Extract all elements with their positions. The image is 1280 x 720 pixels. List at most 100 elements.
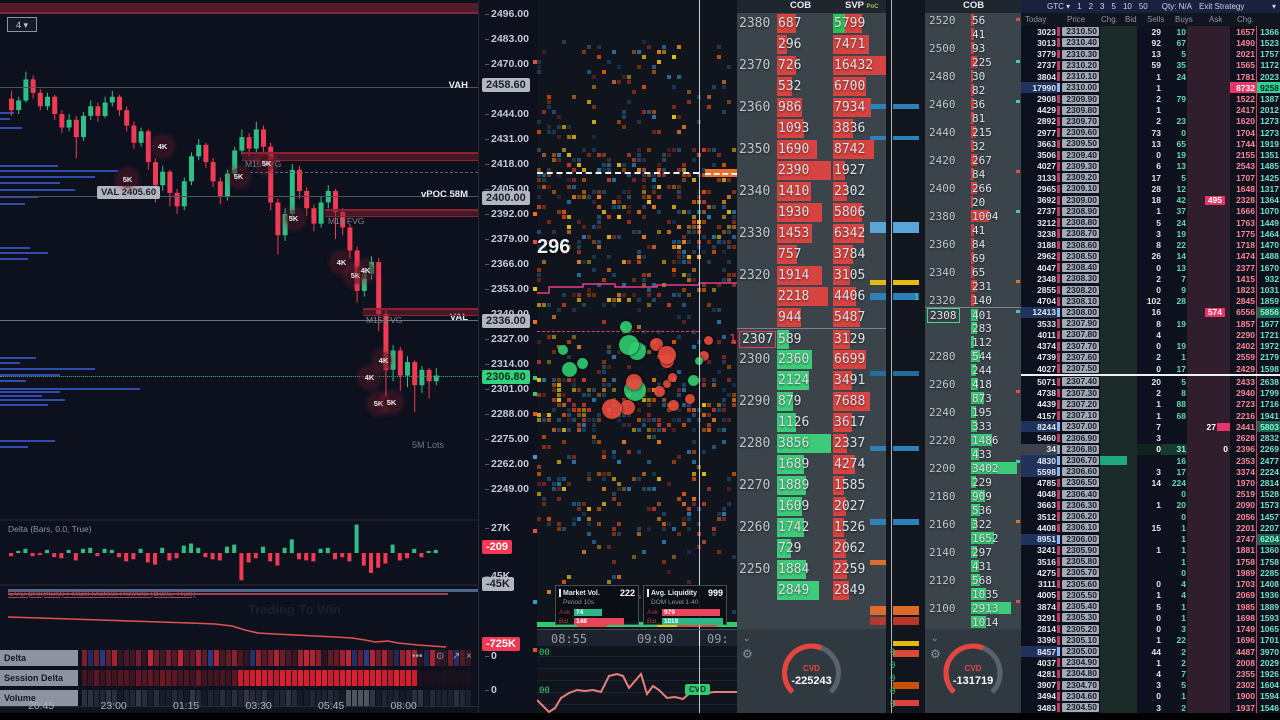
dom-row[interactable]: 4037 2304.90 1 2 2008 2029 bbox=[1021, 657, 1280, 669]
ask-zone[interactable] bbox=[1187, 138, 1230, 150]
bid-zone[interactable] bbox=[1100, 318, 1137, 330]
ask-zone[interactable] bbox=[1187, 104, 1230, 116]
dom-row[interactable]: 4739 2307.60 2 1 2559 2179 bbox=[1021, 351, 1280, 364]
ask-zone[interactable] bbox=[1187, 149, 1230, 161]
ask-zone[interactable] bbox=[1187, 70, 1230, 83]
dom-row[interactable]: 3111 2305.60 0 4 1703 1408 bbox=[1021, 578, 1280, 590]
dom-row[interactable]: 3506 2309.40 0 19 2155 1351 bbox=[1021, 149, 1280, 161]
ask-zone[interactable] bbox=[1187, 216, 1230, 229]
bid-zone[interactable] bbox=[1100, 59, 1137, 71]
dom-row[interactable]: 17990 2310.00 1 8732 9258 bbox=[1021, 82, 1280, 94]
dom-row[interactable]: 3212 2308.80 5 24 1763 1449 bbox=[1021, 216, 1280, 229]
bid-zone[interactable] bbox=[1100, 522, 1137, 534]
qty-preset-button[interactable]: 5 bbox=[1111, 2, 1116, 11]
ask-zone[interactable] bbox=[1187, 363, 1230, 375]
bid-zone[interactable] bbox=[1100, 160, 1137, 173]
ask-zone[interactable] bbox=[1187, 454, 1230, 467]
bid-zone[interactable] bbox=[1100, 533, 1137, 545]
dom-row[interactable]: 3023 2310.50 29 10 1657 1366 bbox=[1021, 26, 1280, 38]
dom-row[interactable]: 3396 2305.10 1 22 1696 1701 bbox=[1021, 634, 1280, 646]
ask-zone[interactable]: 495 bbox=[1187, 194, 1230, 206]
gauge-settings-icon[interactable]: ⚙ bbox=[930, 647, 941, 661]
ask-zone[interactable] bbox=[1187, 556, 1230, 568]
bid-zone[interactable] bbox=[1100, 376, 1137, 388]
ask-zone[interactable] bbox=[1187, 623, 1230, 635]
bid-zone[interactable] bbox=[1100, 421, 1137, 433]
ask-zone[interactable] bbox=[1187, 172, 1230, 184]
dom-row[interactable]: 4027 2307.50 0 17 2429 1598 bbox=[1021, 363, 1280, 377]
ask-zone[interactable] bbox=[1187, 544, 1230, 557]
ask-zone[interactable] bbox=[1187, 432, 1230, 444]
bid-zone[interactable] bbox=[1100, 398, 1137, 410]
price-axis[interactable]: 2496.00 2483.00 2470.00 2444.00 2431.00 2418.… bbox=[478, 0, 537, 713]
ask-zone[interactable] bbox=[1187, 612, 1230, 624]
bid-zone[interactable] bbox=[1100, 93, 1137, 105]
dom-row[interactable]: 4005 2305.50 1 4 2069 1936 bbox=[1021, 589, 1280, 601]
ask-zone[interactable] bbox=[1187, 522, 1230, 534]
bid-zone[interactable] bbox=[1100, 228, 1137, 240]
bid-zone[interactable] bbox=[1100, 623, 1137, 635]
liquidity-heatmap[interactable]: 296 bbox=[537, 0, 737, 646]
dom-row[interactable]: 3663 2306.30 1 20 2090 1573 bbox=[1021, 499, 1280, 512]
dom-row[interactable]: 2892 2309.70 2 23 1620 1273 bbox=[1021, 115, 1280, 128]
bid-zone[interactable] bbox=[1100, 183, 1137, 195]
bid-zone[interactable] bbox=[1100, 205, 1137, 217]
bid-zone[interactable] bbox=[1100, 657, 1137, 669]
bid-zone[interactable] bbox=[1100, 363, 1137, 375]
ask-zone[interactable] bbox=[1187, 477, 1230, 489]
dom-row[interactable]: 3188 2308.60 8 22 1718 1470 bbox=[1021, 239, 1280, 251]
dom-row[interactable]: 4704 2308.10 102 28 2845 1859 bbox=[1021, 295, 1280, 307]
dom-row[interactable]: 4048 2306.40 0 2519 1528 bbox=[1021, 488, 1280, 500]
ask-zone[interactable] bbox=[1187, 499, 1230, 512]
ask-zone[interactable] bbox=[1187, 93, 1230, 105]
heat-panel-icon[interactable]: × bbox=[466, 651, 472, 662]
ask-zone[interactable]: 574 bbox=[1187, 306, 1230, 319]
dom-row[interactable]: 3241 2305.90 1 1 1881 1360 bbox=[1021, 544, 1280, 557]
bid-zone[interactable] bbox=[1100, 387, 1137, 399]
ask-zone[interactable] bbox=[1187, 466, 1230, 478]
dom-row[interactable]: 4439 2307.20 1 88 2723 1716 bbox=[1021, 398, 1280, 410]
ask-zone[interactable] bbox=[1187, 250, 1230, 262]
bid-zone[interactable] bbox=[1100, 172, 1137, 184]
bid-zone[interactable] bbox=[1100, 499, 1137, 512]
tif-dropdown[interactable]: GTC ▾ bbox=[1047, 2, 1071, 11]
bid-zone[interactable] bbox=[1100, 239, 1137, 251]
dom-row[interactable]: 2855 2308.20 0 9 1823 1031 bbox=[1021, 284, 1280, 296]
ask-zone[interactable] bbox=[1187, 261, 1230, 274]
ask-zone[interactable] bbox=[1187, 26, 1230, 38]
dom-row[interactable]: 3516 2305.80 1 1758 1758 bbox=[1021, 556, 1280, 568]
dom-row[interactable]: 3291 2305.30 0 1 1698 1593 bbox=[1021, 612, 1280, 624]
bid-zone[interactable] bbox=[1100, 194, 1137, 206]
timeframe-button[interactable]: 4 ▾ bbox=[7, 17, 37, 32]
ask-zone[interactable] bbox=[1187, 589, 1230, 601]
bid-zone[interactable] bbox=[1100, 477, 1137, 489]
ask-zone[interactable] bbox=[1187, 668, 1230, 680]
qty-preset-button[interactable]: 3 bbox=[1100, 2, 1105, 11]
ask-zone[interactable] bbox=[1187, 600, 1230, 613]
dom-row[interactable]: 3663 2309.50 13 65 1744 1919 bbox=[1021, 138, 1280, 150]
dom-row[interactable]: 8244 2307.00 7 27 2441 5803 bbox=[1021, 421, 1280, 433]
dom-row[interactable]: 4027 2309.30 6 13 2543 1485 bbox=[1021, 160, 1280, 173]
ask-zone[interactable] bbox=[1187, 387, 1230, 399]
ask-zone[interactable] bbox=[1187, 48, 1230, 60]
dom-row[interactable]: 4738 2307.30 2 8 2940 1799 bbox=[1021, 387, 1280, 399]
qty-preset-button[interactable]: 1 bbox=[1077, 2, 1082, 11]
bid-zone[interactable] bbox=[1100, 104, 1137, 116]
bid-zone[interactable] bbox=[1100, 511, 1137, 523]
dom-row[interactable]: 5071 2307.40 20 5 2433 2638 bbox=[1021, 376, 1280, 388]
time-axis[interactable]: 08:55 09:00 09: bbox=[537, 629, 737, 647]
dom-row[interactable]: 2962 2308.50 26 14 1474 1488 bbox=[1021, 250, 1280, 262]
bid-zone[interactable] bbox=[1100, 284, 1137, 296]
bid-zone[interactable] bbox=[1100, 37, 1137, 49]
ask-zone[interactable] bbox=[1187, 702, 1230, 714]
ask-zone[interactable] bbox=[1187, 329, 1230, 341]
bid-zone[interactable] bbox=[1100, 556, 1137, 568]
ask-zone[interactable] bbox=[1187, 634, 1230, 646]
ask-zone[interactable] bbox=[1187, 295, 1230, 307]
bid-zone[interactable] bbox=[1100, 679, 1137, 691]
bid-zone[interactable] bbox=[1100, 340, 1137, 352]
ask-zone[interactable] bbox=[1187, 351, 1230, 364]
dom-row[interactable]: 3483 2304.50 3 2 1937 1546 bbox=[1021, 702, 1280, 714]
ask-zone[interactable] bbox=[1187, 511, 1230, 523]
ask-zone[interactable] bbox=[1187, 160, 1230, 173]
